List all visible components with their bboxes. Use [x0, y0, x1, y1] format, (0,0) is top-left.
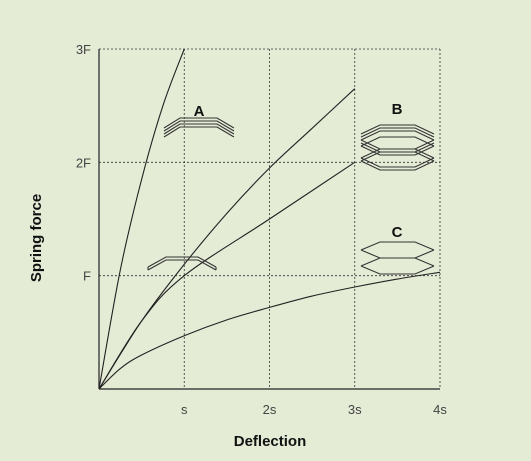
- stack-a-icon: [163, 117, 235, 138]
- axes: [98, 49, 440, 390]
- series-line-1: [98, 48, 185, 390]
- stack-b-icon: [360, 124, 435, 171]
- single-disc-spring-icon: [147, 256, 217, 271]
- stack-label-c: C: [392, 224, 403, 241]
- stack-c-icon: [360, 241, 435, 275]
- x-tick-label: 4s: [433, 402, 447, 417]
- x-tick-label: 3s: [348, 402, 362, 417]
- stack-label-b: B: [392, 101, 403, 118]
- series-curves: [98, 48, 441, 390]
- series-line-2: [98, 88, 356, 390]
- series-line-4: [98, 271, 441, 390]
- stack-label-a: A: [194, 103, 205, 120]
- y-tick-labels: F 2F 3F: [76, 42, 91, 284]
- y-tick-label: F: [83, 269, 91, 284]
- x-tick-label: 2s: [263, 402, 277, 417]
- x-tick-labels: s 2s 3s 4s: [181, 402, 447, 417]
- y-tick-label: 2F: [76, 155, 91, 170]
- y-tick-label: 3F: [76, 42, 91, 57]
- series-line-3: [98, 161, 356, 390]
- y-axis-title: Spring force: [28, 194, 45, 282]
- x-tick-label: s: [181, 402, 188, 417]
- x-axis-title: Deflection: [234, 433, 307, 450]
